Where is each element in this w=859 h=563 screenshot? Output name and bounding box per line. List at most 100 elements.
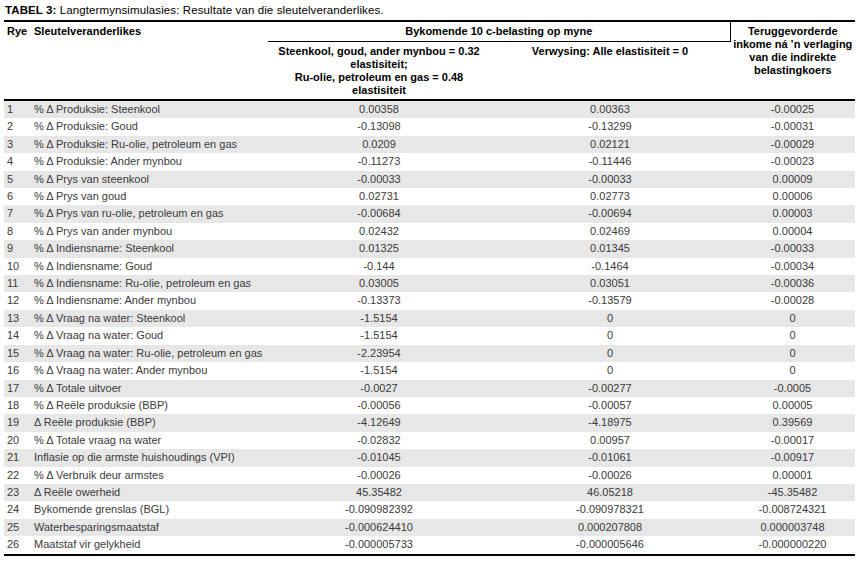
table-row: 4 % Δ Produksie: Ander mynbou -0.11273 -… bbox=[4, 153, 855, 170]
row-value: -0.11273 bbox=[268, 153, 490, 170]
row-value: 0 bbox=[490, 310, 730, 327]
row-value: 0 bbox=[730, 310, 855, 327]
row-number: 15 bbox=[4, 345, 32, 362]
row-number: 7 bbox=[4, 205, 32, 222]
row-value: 0 bbox=[730, 345, 855, 362]
row-number: 5 bbox=[4, 171, 32, 188]
col-header-recovered-income: Teruggevorderde inkome ná ’n verlaging v… bbox=[730, 21, 855, 100]
row-value: -45.35482 bbox=[730, 484, 855, 501]
source-note: Bron: Skattings deur die outeurs bbox=[4, 556, 855, 563]
table-row: 6 % Δ Prys van goud 0.02731 0.02773 0.00… bbox=[4, 188, 855, 205]
row-value: -1.5154 bbox=[268, 310, 490, 327]
row-value: 0 bbox=[730, 327, 855, 344]
row-value: -0.00026 bbox=[268, 467, 490, 484]
table-row: 23 Δ Reële owerheid 45.35482 46.05218 -4… bbox=[4, 484, 855, 501]
row-value: -0.00694 bbox=[490, 205, 730, 222]
row-label: % Δ Vraag na water: Ru-olie, petroleum e… bbox=[32, 345, 268, 362]
table-row: 15 % Δ Vraag na water: Ru-olie, petroleu… bbox=[4, 345, 855, 362]
row-value: -0.00036 bbox=[730, 275, 855, 292]
row-number: 4 bbox=[4, 153, 32, 170]
row-value: 46.05218 bbox=[490, 484, 730, 501]
row-number: 26 bbox=[4, 536, 32, 554]
row-number: 11 bbox=[4, 275, 32, 292]
row-label: % Δ Vraag na water: Goud bbox=[32, 327, 268, 344]
row-label: % Δ Produksie: Ander mynbou bbox=[32, 153, 268, 170]
row-number: 13 bbox=[4, 310, 32, 327]
scenario-header-line: elastisiteit; bbox=[270, 58, 488, 71]
table-row: 24 Bykomende grenslas (BGL) -0.090982392… bbox=[4, 501, 855, 518]
row-value: -0.00684 bbox=[268, 205, 490, 222]
row-value: -4.12649 bbox=[268, 414, 490, 431]
row-value: -0.13299 bbox=[490, 118, 730, 135]
row-value: -0.13373 bbox=[268, 292, 490, 309]
table-row: 16 % Δ Vraag na water: Ander mynbou -1.5… bbox=[4, 362, 855, 379]
row-number: 8 bbox=[4, 223, 32, 240]
table-body: 1 % Δ Produksie: Steenkool 0.00358 0.003… bbox=[4, 100, 855, 555]
row-number: 18 bbox=[4, 397, 32, 414]
table-row: 1 % Δ Produksie: Steenkool 0.00358 0.003… bbox=[4, 100, 855, 118]
paper-table-page: TABEL 3: Langtermynsimulasies: Resultate… bbox=[0, 0, 859, 563]
row-value: -1.5154 bbox=[268, 362, 490, 379]
row-value: 0.00009 bbox=[730, 171, 855, 188]
table-row: 14 % Δ Vraag na water: Goud -1.5154 0 0 bbox=[4, 327, 855, 344]
row-number: 17 bbox=[4, 380, 32, 397]
table-row: 10 % Δ Indiensname: Goud -0.144 -0.1464 … bbox=[4, 258, 855, 275]
table-row: 2 % Δ Produksie: Goud -0.13098 -0.13299 … bbox=[4, 118, 855, 135]
row-value: -0.00023 bbox=[730, 153, 855, 170]
row-value: -0.11446 bbox=[490, 153, 730, 170]
row-value: -0.02832 bbox=[268, 432, 490, 449]
row-value: -0.00017 bbox=[730, 432, 855, 449]
row-value: 0.00004 bbox=[730, 223, 855, 240]
row-label: % Δ Vraag na water: Ander mynbou bbox=[32, 362, 268, 379]
row-value: -0.13579 bbox=[490, 292, 730, 309]
row-value: 0.00358 bbox=[268, 100, 490, 118]
table-caption: Langtermynsimulasies: Resultate van die … bbox=[57, 4, 384, 16]
table-row: 12 % Δ Indiensname: Ander mynbou -0.1337… bbox=[4, 292, 855, 309]
table-row: 26 Maatstaf vir gelykheid -0.000005733 -… bbox=[4, 536, 855, 554]
row-value: 0.03051 bbox=[490, 275, 730, 292]
recovered-header-line: inkome ná ’n verlaging bbox=[733, 38, 854, 51]
row-value: 0.02469 bbox=[490, 223, 730, 240]
header-row-group: Rye Sleutelveranderlikes Bykomende 10 c-… bbox=[4, 21, 855, 42]
col-header-elasticity-scenario: Steenkool, goud, ander mynbou = 0.32 ela… bbox=[268, 42, 490, 101]
row-value: 45.35482 bbox=[268, 484, 490, 501]
row-number: 21 bbox=[4, 449, 32, 466]
row-value: 0 bbox=[490, 327, 730, 344]
row-number: 6 bbox=[4, 188, 32, 205]
table-row: 9 % Δ Indiensname: Steenkool 0.01325 0.0… bbox=[4, 240, 855, 257]
table-row: 22 % Δ Verbruik deur armstes -0.00026 -0… bbox=[4, 467, 855, 484]
row-value: -0.000624410 bbox=[268, 519, 490, 536]
recovered-header-line: belastingkoers bbox=[733, 64, 854, 77]
row-value: 0.0209 bbox=[268, 136, 490, 153]
row-label: % Δ Prys van ander mynbou bbox=[32, 223, 268, 240]
col-header-variables: Sleutelveranderlikes bbox=[32, 21, 268, 100]
row-label: % Δ Reële produksie (BBP) bbox=[32, 397, 268, 414]
row-number: 25 bbox=[4, 519, 32, 536]
row-value: -0.00917 bbox=[730, 449, 855, 466]
row-value: 0.00005 bbox=[730, 397, 855, 414]
table-number-label: TABEL 3: bbox=[5, 4, 57, 16]
row-value: 0.000207808 bbox=[490, 519, 730, 536]
row-value: -0.000005733 bbox=[268, 536, 490, 554]
row-number: 14 bbox=[4, 327, 32, 344]
row-value: -0.00033 bbox=[490, 171, 730, 188]
row-value: -0.00026 bbox=[490, 467, 730, 484]
row-value: -0.008724321 bbox=[730, 501, 855, 518]
recovered-header-line: van die indirekte bbox=[733, 51, 854, 64]
row-value: -0.01061 bbox=[490, 449, 730, 466]
recovered-header-line: Teruggevorderde bbox=[733, 25, 854, 38]
row-value: 0.02773 bbox=[490, 188, 730, 205]
row-value: 0.03005 bbox=[268, 275, 490, 292]
row-value: 0.00363 bbox=[490, 100, 730, 118]
row-number: 22 bbox=[4, 467, 32, 484]
row-number: 2 bbox=[4, 118, 32, 135]
table-row: 17 % Δ Totale uitvoer -0.0027 -0.00277 -… bbox=[4, 380, 855, 397]
col-header-reference: Verwysing: Alle elastisiteit = 0 bbox=[490, 42, 730, 101]
row-number: 12 bbox=[4, 292, 32, 309]
row-value: 0.02432 bbox=[268, 223, 490, 240]
row-value: -0.00277 bbox=[490, 380, 730, 397]
row-value: 0.00001 bbox=[730, 467, 855, 484]
row-label: % Δ Vraag na water: Steenkool bbox=[32, 310, 268, 327]
row-label: % Δ Indiensname: Steenkool bbox=[32, 240, 268, 257]
table-row: 8 % Δ Prys van ander mynbou 0.02432 0.02… bbox=[4, 223, 855, 240]
